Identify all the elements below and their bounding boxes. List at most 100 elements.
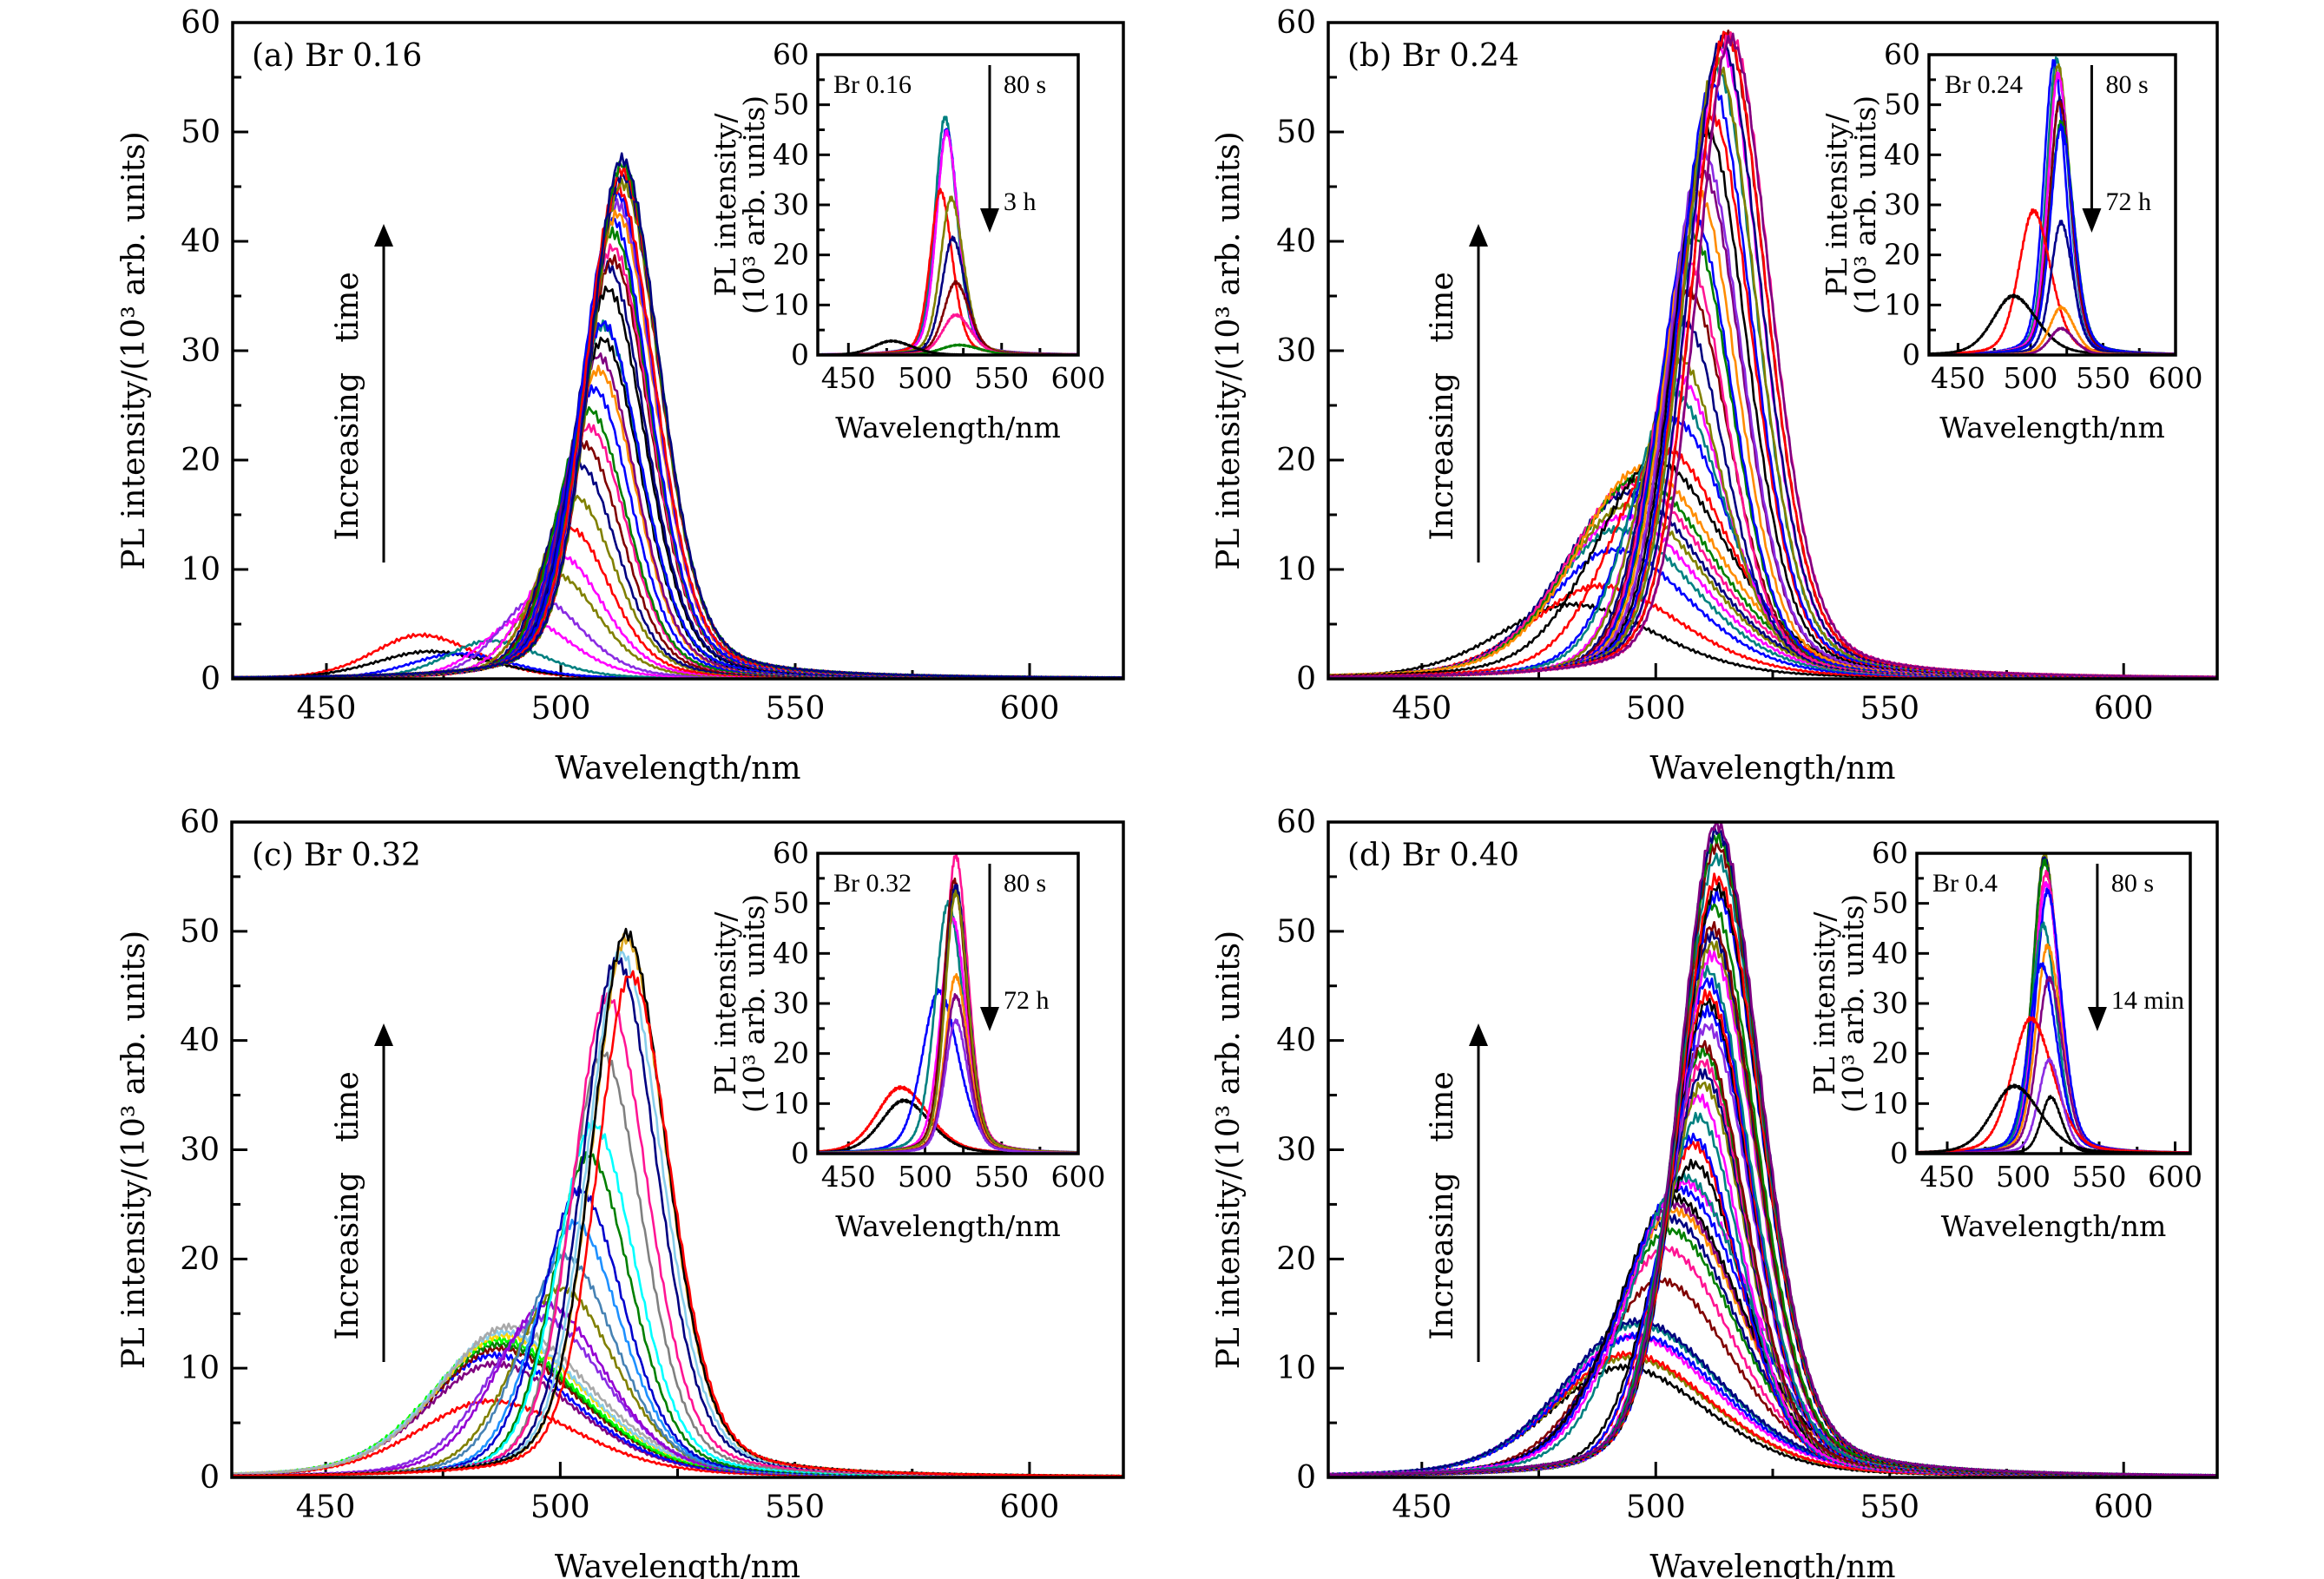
x-tick-label: 500 (1626, 691, 1686, 727)
arrow-end-label: 3 h (1004, 188, 1037, 216)
inset-y-tick-label: 60 (1872, 836, 1908, 870)
x-tick-label: 500 (530, 1490, 590, 1525)
inset-y-tick-label: 40 (1884, 137, 1920, 171)
y-tick-label: 40 (1276, 224, 1316, 260)
x-tick-label: 450 (1392, 1490, 1452, 1525)
arrow-start-label: 80 s (1004, 70, 1046, 99)
y-tick-label: 0 (201, 661, 221, 697)
y-tick-label: 30 (1276, 1133, 1316, 1168)
inset-x-tick-label: 450 (821, 1160, 876, 1194)
inset-y-tick-label: 0 (791, 1136, 809, 1170)
inset-frame (1915, 852, 2192, 1155)
inset-x-tick-label: 500 (2003, 361, 2057, 395)
inset-x-tick-label: 450 (1920, 1160, 1975, 1194)
spectrum-line (1328, 1363, 2217, 1477)
x-tick-label: 600 (2094, 691, 2154, 727)
y-tick-label: 10 (180, 1351, 220, 1386)
inset-x-tick-label: 500 (898, 361, 952, 395)
arrow-head-icon (374, 224, 393, 247)
inset-y-axis-title-line2: (10³ arb. units) (1848, 95, 1882, 314)
arrow-start-label: 80 s (1004, 869, 1046, 898)
inset-x-tick-label: 600 (1051, 361, 1106, 395)
increasing-time-label: Increasing time (330, 1071, 365, 1340)
inset-arrow-head-icon (980, 1007, 999, 1031)
x-tick-label: 500 (531, 691, 591, 727)
y-tick-label: 40 (181, 224, 221, 260)
inset-frame (1927, 53, 2177, 357)
x-tick-label: 600 (2094, 1490, 2154, 1525)
y-tick-label: 60 (181, 5, 221, 41)
y-tick-label: 60 (1276, 5, 1316, 41)
inset-x-tick-label: 600 (2149, 361, 2203, 395)
y-tick-label: 10 (181, 552, 221, 588)
inset-y-tick-label: 40 (1872, 936, 1908, 970)
arrow-head-icon (374, 1023, 393, 1046)
inset-x-tick-label: 500 (898, 1160, 952, 1194)
inset-frame (816, 852, 1080, 1155)
x-axis-title: Wavelength/nm (1649, 751, 1895, 786)
inset-y-tick-label: 0 (1902, 338, 1920, 372)
x-tick-label: 550 (766, 691, 826, 727)
y-tick-label: 30 (181, 333, 221, 369)
x-axis-title: Wavelength/nm (1649, 1549, 1895, 1579)
y-tick-label: 0 (200, 1460, 220, 1496)
inset-arrow-head-icon (2087, 1007, 2107, 1031)
inset-y-tick-label: 20 (773, 238, 809, 272)
inset-y-tick-label: 20 (1884, 238, 1920, 272)
x-tick-label: 550 (765, 1490, 825, 1525)
inset-x-axis-title: Wavelength/nm (1939, 411, 2165, 444)
spectrum-line (233, 405, 1123, 679)
increasing-time-label: Increasing time (1425, 1071, 1460, 1340)
inset-y-tick-label: 40 (773, 137, 809, 171)
panel-label: (c) Br 0.32 (252, 838, 421, 873)
inset-y-tick-label: 10 (773, 287, 809, 321)
y-tick-label: 10 (1276, 552, 1316, 588)
inset-x-tick-label: 550 (2072, 1160, 2127, 1194)
y-axis-title: PL intensity/(10³ arb. units) (1211, 131, 1247, 569)
spectrum-line (1328, 822, 2217, 1477)
y-tick-label: 20 (1276, 443, 1316, 478)
x-tick-label: 550 (1860, 1490, 1919, 1525)
plot-frame (230, 820, 1125, 1479)
inset-c: 0 10 20 30 40 50 60 450 500 550 600 Br 0.32 80 s 72 h… (708, 836, 1106, 1243)
y-axis-title: PL intensity/(10³ arb. units) (1211, 931, 1247, 1369)
x-tick-label: 600 (1000, 691, 1060, 727)
x-tick-label: 450 (297, 691, 357, 727)
inset-y-axis-title-line1: PL intensity/ (1820, 113, 1853, 297)
inset-y-tick-label: 60 (773, 37, 809, 71)
spectrum-line-group (1328, 30, 2217, 679)
x-tick-label: 500 (1626, 1490, 1686, 1525)
inset-y-tick-label: 20 (773, 1036, 809, 1070)
arrow-end-label: 72 h (2105, 188, 2151, 216)
inset-d: 0 10 20 30 40 50 60 450 500 550 600 Br 0.4 80 s 14 mi… (1807, 836, 2202, 1243)
inset-y-axis-title-line1: PL intensity/ (1807, 911, 1841, 1095)
y-tick-label: 10 (1276, 1351, 1316, 1386)
inset-x-tick-label: 450 (1931, 361, 1985, 395)
inset-x-axis-title: Wavelength/nm (835, 411, 1061, 444)
inset-y-tick-label: 0 (791, 338, 809, 372)
y-tick-label: 40 (1276, 1023, 1316, 1059)
y-axis-title: PL intensity/(10³ arb. units) (116, 131, 152, 569)
y-tick-label: 20 (180, 1241, 220, 1277)
inset-arrow-head-icon (2082, 208, 2102, 233)
inset-y-tick-label: 50 (1884, 88, 1920, 122)
y-tick-label: 50 (181, 115, 221, 150)
inset-y-tick-label: 10 (1884, 287, 1920, 321)
inset-y-tick-label: 60 (773, 836, 809, 870)
inset-label: Br 0.4 (1932, 869, 1998, 898)
arrow-head-icon (1469, 224, 1488, 247)
plot-frame (1327, 21, 2219, 681)
plot-frame (1327, 820, 2219, 1479)
inset-y-axis-title-line1: PL intensity/ (708, 911, 742, 1095)
inset-y-axis-title-line2: (10³ arb. units) (1836, 894, 1870, 1113)
x-tick-label: 600 (1000, 1490, 1060, 1525)
spectrum-line (1328, 457, 2217, 679)
y-tick-label: 30 (1276, 333, 1316, 369)
arrow-head-icon (1469, 1023, 1488, 1046)
y-tick-label: 0 (1296, 1460, 1316, 1496)
x-tick-label: 450 (296, 1490, 356, 1525)
y-tick-label: 0 (1296, 661, 1316, 697)
inset-y-tick-label: 20 (1872, 1036, 1908, 1070)
x-axis-title: Wavelength/nm (555, 1549, 800, 1579)
